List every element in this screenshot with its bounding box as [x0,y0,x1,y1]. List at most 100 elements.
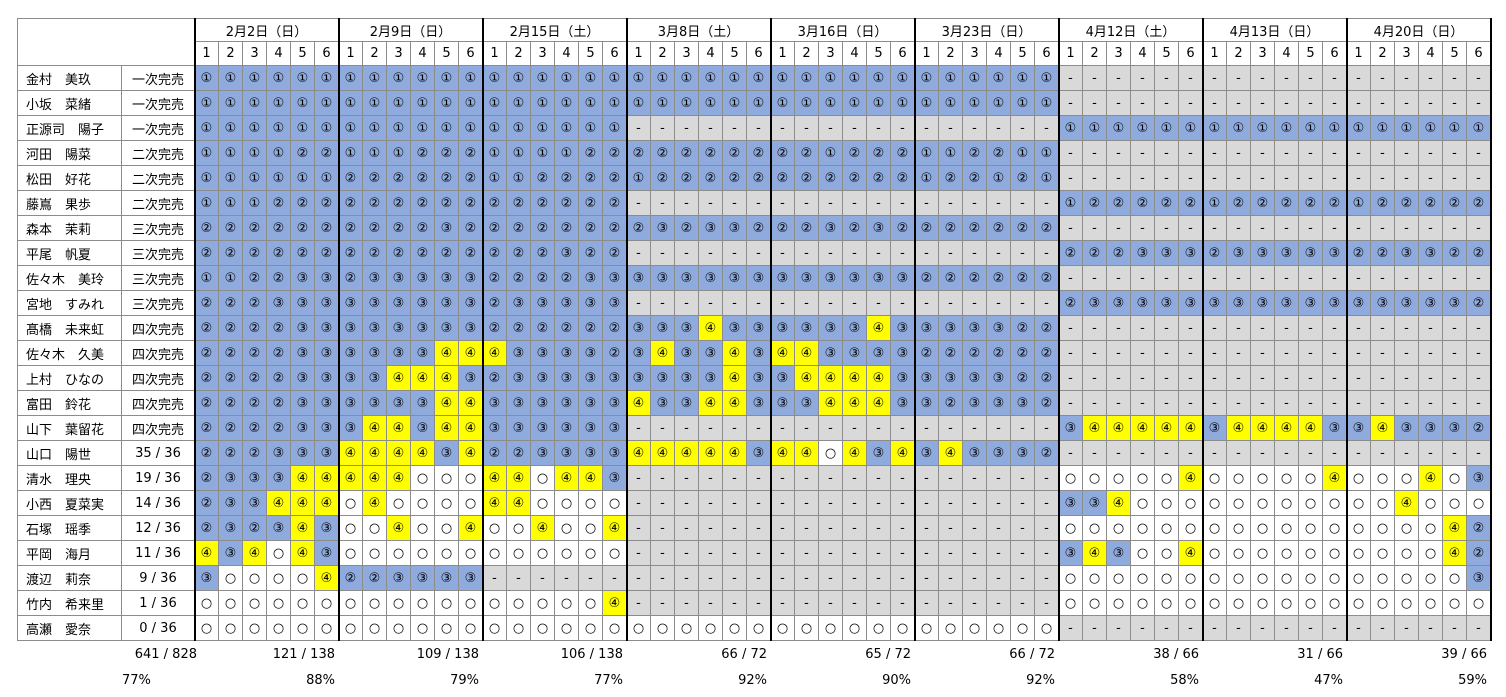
slot-cell: ④ [651,441,675,466]
slot-cell: ① [1011,141,1035,166]
slot-cell: ○ [579,516,603,541]
slot-cell: - [1107,166,1131,191]
slot-cell: - [1155,91,1179,116]
slot-cell: ○ [1083,591,1107,616]
slot-cell: ② [651,141,675,166]
slot-cell: ① [315,91,339,116]
slot-cell: - [1395,141,1419,166]
slot-cell: ① [483,116,507,141]
slot-cell: - [1443,166,1467,191]
slot-cell: ① [1131,116,1155,141]
slot-cell: - [1443,616,1467,641]
slot-cell: ③ [699,341,723,366]
slot-cell: - [1107,616,1131,641]
group-percent: 77% [594,673,623,688]
slot-cell: - [1467,391,1491,416]
slot-cell: - [1251,316,1275,341]
slot-cell: - [891,291,915,316]
group-count: 66 / 72 [1009,647,1055,662]
slot-cell: ② [267,341,291,366]
slot-cell: ① [267,141,291,166]
slot-cell: - [651,241,675,266]
slot-cell: ② [795,216,819,241]
member-name: 富田 鈴花 [17,391,122,416]
slot-cell: - [915,491,939,516]
slot-cell: ② [195,366,219,391]
slot-cell: - [675,541,699,566]
slot-cell: ○ [1299,566,1323,591]
slot-cell: - [531,566,555,591]
slot-cell: ③ [579,341,603,366]
slot-cell: ○ [1419,491,1443,516]
slot-cell: ③ [1155,241,1179,266]
slot-cell: ③ [891,266,915,291]
slot-cell: ③ [219,541,243,566]
slot-cell: ① [435,66,459,91]
slot-cell: ② [747,141,771,166]
slot-cell: ④ [387,366,411,391]
slot-cell: ③ [555,241,579,266]
slot-cell: ② [363,566,387,591]
slot-cell: ○ [411,591,435,616]
slot-cell: - [1275,91,1299,116]
slot-cell: - [1443,391,1467,416]
slot-cell: ② [243,216,267,241]
slot-cell: ③ [795,266,819,291]
slot-cell: ② [675,166,699,191]
slot-cell: - [723,591,747,616]
slot-cell: - [771,416,795,441]
slot-cell: ③ [267,291,291,316]
slot-cell: ○ [531,541,555,566]
slot-cell: ○ [891,616,915,641]
slot-cell: ○ [1107,566,1131,591]
slot-cell: - [1203,66,1227,91]
slot-cell: ② [195,216,219,241]
slot-cell: ② [219,216,243,241]
slot-header: 6 [1467,42,1491,66]
slot-cell: ① [315,166,339,191]
member-status: 一次完売 [122,116,195,141]
slot-cell: ② [987,341,1011,366]
slot-cell: ③ [771,266,795,291]
slot-cell: - [915,291,939,316]
slot-cell: ○ [915,616,939,641]
slot-cell: ② [819,166,843,191]
member-status: 三次完売 [122,241,195,266]
slot-cell: ② [579,166,603,191]
slot-cell: ② [483,216,507,241]
slot-cell: ○ [1251,566,1275,591]
slot-cell: ① [387,91,411,116]
slot-cell: ○ [1179,516,1203,541]
slot-cell: - [795,116,819,141]
slot-cell: ○ [1347,466,1371,491]
slot-cell: - [1419,266,1443,291]
slot-cell: ② [1035,366,1059,391]
slot-cell: ② [339,166,363,191]
slot-cell: ③ [867,341,891,366]
slot-cell: ③ [459,366,483,391]
slot-cell: - [1467,341,1491,366]
slot-cell: ② [483,266,507,291]
slot-cell: ○ [531,616,555,641]
slot-cell: ④ [483,491,507,516]
slot-cell: ① [267,91,291,116]
slot-cell: ① [363,66,387,91]
member-name: 小坂 菜緒 [17,91,122,116]
slot-cell: - [1227,166,1251,191]
slot-cell: ② [675,216,699,241]
slot-cell: ① [1203,191,1227,216]
slot-cell: ③ [675,341,699,366]
slot-cell: ③ [315,391,339,416]
slot-cell: - [843,291,867,316]
slot-cell: ③ [555,366,579,391]
slot-cell: ③ [411,416,435,441]
slot-cell: ③ [747,366,771,391]
slot-cell: ○ [1395,591,1419,616]
member-name: 上村 ひなの [17,366,122,391]
slot-cell: ③ [747,266,771,291]
slot-cell: ② [267,391,291,416]
slot-cell: ① [1155,116,1179,141]
slot-cell: ④ [1179,541,1203,566]
slot-cell: ① [219,116,243,141]
slot-cell: ④ [1107,491,1131,516]
